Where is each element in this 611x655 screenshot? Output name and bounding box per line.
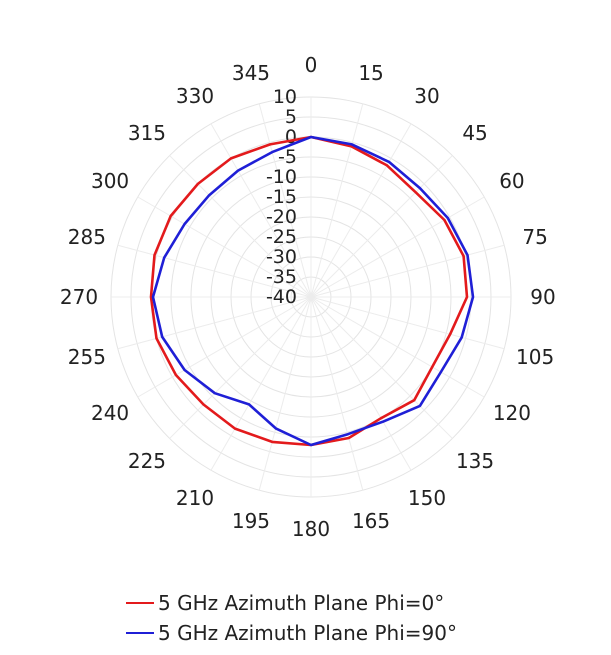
legend-swatch-phi-0 xyxy=(126,602,154,604)
legend-label-phi-0: 5 GHz Azimuth Plane Phi=0° xyxy=(158,591,445,615)
grid-spoke-2 xyxy=(310,123,412,298)
angle-tick-label: 105 xyxy=(516,345,554,369)
grid-spoke-8 xyxy=(310,296,485,398)
angle-tick-label: 30 xyxy=(414,84,439,108)
angle-tick-label: 285 xyxy=(68,225,106,249)
grid-spoke-15 xyxy=(169,296,312,439)
radial-tick-label: -10 xyxy=(266,166,297,188)
angle-tick-label: 165 xyxy=(352,509,390,533)
grid-spoke-22 xyxy=(210,123,312,298)
angle-tick-label: 150 xyxy=(408,486,446,510)
grid-spoke-20 xyxy=(137,196,312,298)
grid-spoke-23 xyxy=(258,103,312,298)
grid-spoke-4 xyxy=(310,196,485,298)
angle-tick-label: 75 xyxy=(522,225,547,249)
grid-spoke-16 xyxy=(137,296,312,398)
radial-tick-label: -35 xyxy=(266,266,297,288)
radial-tick-label: -5 xyxy=(278,146,297,168)
angle-tick-label: 345 xyxy=(232,61,270,85)
angle-tick-label: 300 xyxy=(91,169,129,193)
legend-swatch-phi-90 xyxy=(126,632,154,634)
angle-tick-label: 240 xyxy=(91,401,129,425)
angle-tick-label: 315 xyxy=(128,121,166,145)
radial-tick-label: -25 xyxy=(266,226,297,248)
grid-spoke-7 xyxy=(310,296,505,350)
polar-grid xyxy=(110,96,512,498)
angle-tick-label: 180 xyxy=(292,517,330,541)
grid-spoke-1 xyxy=(310,103,364,298)
radial-tick-label: 5 xyxy=(285,106,297,128)
radial-tick-label: -20 xyxy=(266,206,297,228)
angle-tick-label: 330 xyxy=(176,84,214,108)
grid-spoke-5 xyxy=(310,244,505,298)
angle-tick-labels: 0 15 30 45 60 75 90 105 120 135 150 165 180 195 210 225… xyxy=(60,53,556,541)
angle-tick-label: 120 xyxy=(493,401,531,425)
angle-tick-label: 270 xyxy=(60,285,98,309)
series-line-1 xyxy=(151,135,475,447)
grid-spoke-11 xyxy=(310,296,364,491)
radial-tick-label: -30 xyxy=(266,246,297,268)
angle-tick-label: 0 xyxy=(305,53,318,77)
series-lines xyxy=(149,135,475,447)
grid-spoke-10 xyxy=(310,296,412,471)
angle-tick-label: 15 xyxy=(358,61,383,85)
angle-tick-label: 90 xyxy=(530,285,555,309)
angle-tick-label: 210 xyxy=(176,486,214,510)
angle-tick-label: 45 xyxy=(462,121,487,145)
legend-item-phi-90: 5 GHz Azimuth Plane Phi=90° xyxy=(126,618,596,648)
radial-tick-label: -40 xyxy=(266,286,297,308)
grid-spoke-3 xyxy=(310,155,453,298)
angle-tick-label: 255 xyxy=(68,345,106,369)
grid-spoke-17 xyxy=(117,296,312,350)
grid-spoke-19 xyxy=(117,244,312,298)
legend: 5 GHz Azimuth Plane Phi=0° 5 GHz Azimuth… xyxy=(126,588,596,648)
angle-tick-label: 135 xyxy=(456,449,494,473)
polar-chart: 105 0 -5-10-15-20-25-30-35-40 0 15 30 45 60 75 9… xyxy=(60,53,556,541)
angle-tick-label: 195 xyxy=(232,509,270,533)
grid-spoke-9 xyxy=(310,296,453,439)
legend-item-phi-0: 5 GHz Azimuth Plane Phi=0° xyxy=(126,588,596,618)
grid-spoke-14 xyxy=(210,296,312,471)
radial-tick-label: -15 xyxy=(266,186,297,208)
angle-tick-label: 225 xyxy=(128,449,166,473)
legend-label-phi-90: 5 GHz Azimuth Plane Phi=90° xyxy=(158,621,457,645)
radial-tick-label: 10 xyxy=(273,86,297,108)
grid-spoke-21 xyxy=(169,155,312,298)
grid-spoke-13 xyxy=(258,296,312,491)
angle-tick-label: 60 xyxy=(499,169,524,193)
